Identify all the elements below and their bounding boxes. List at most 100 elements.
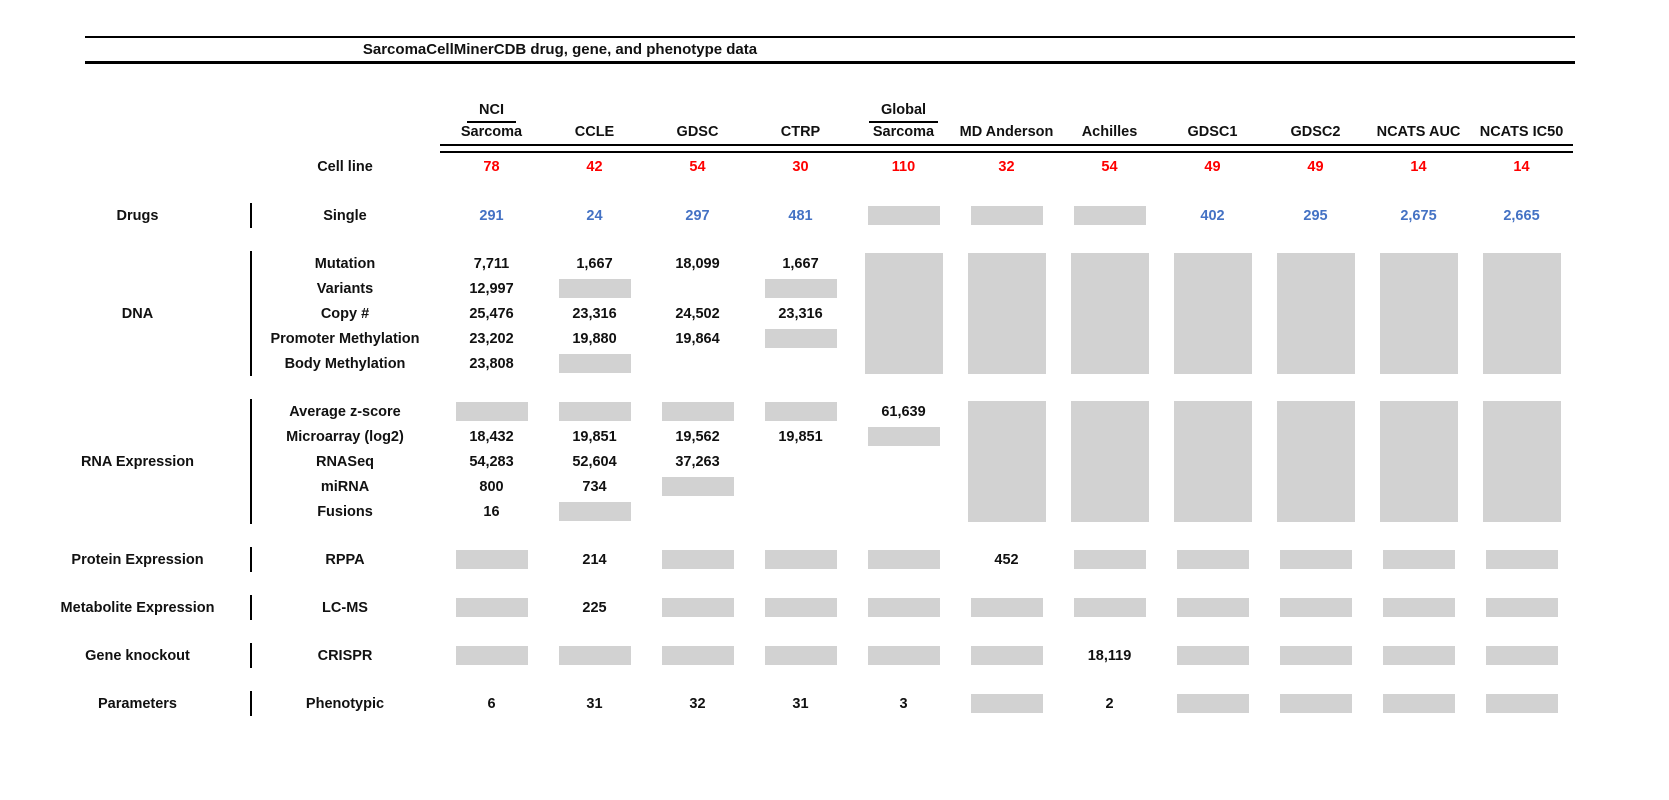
data-cell: [749, 326, 852, 351]
data-cell: [749, 643, 852, 668]
data-cell: 23,316: [572, 305, 617, 322]
no-data-box: [1485, 646, 1558, 665]
no-data-box: [970, 598, 1043, 617]
column-header-label: GDSC: [676, 124, 719, 141]
data-cell: [646, 351, 749, 376]
column-header-label: GDSC2: [1290, 124, 1341, 141]
no-data-block: [1379, 253, 1458, 374]
no-data-block: [1070, 253, 1149, 374]
data-cell: 19,851: [572, 428, 617, 445]
data-cell: [1264, 691, 1367, 716]
column-header-label: Sarcoma: [460, 124, 523, 141]
data-cell: [749, 276, 852, 301]
no-data-box: [661, 402, 734, 421]
no-data-block: [967, 401, 1046, 522]
cell-line-count: 32: [998, 159, 1015, 175]
data-cell: [749, 399, 852, 424]
cell-line-count: 78: [483, 159, 500, 175]
data-cell: [1264, 643, 1367, 668]
no-data-block: [864, 253, 943, 374]
no-data-block: [1379, 401, 1458, 522]
data-cell: 2,675: [1400, 207, 1437, 224]
no-data-box: [661, 598, 734, 617]
category-label-dna: DNA: [121, 305, 154, 322]
section-parameters: Parameters Phenotypic 6 31 32 31 3 2: [25, 691, 1573, 716]
data-cell: [440, 547, 543, 572]
data-cell: [646, 595, 749, 620]
no-data-box: [1382, 598, 1455, 617]
no-data-box: [455, 598, 528, 617]
no-data-box: [970, 694, 1043, 713]
data-cell: [749, 499, 852, 524]
data-cell: 297: [685, 207, 710, 224]
row-label-single: Single: [323, 207, 367, 224]
no-data-box: [661, 646, 734, 665]
no-data-box: [558, 279, 631, 298]
data-cell: 18,432: [469, 428, 514, 445]
no-data-box: [558, 354, 631, 373]
header-double-rule: [440, 144, 1573, 153]
data-cell: [1264, 547, 1367, 572]
category-divider: [250, 643, 252, 668]
cell-line-count: 54: [1101, 159, 1118, 175]
category-label-parameters: Parameters: [98, 695, 177, 712]
data-cell: 291: [479, 207, 504, 224]
column-header-ncats-auc: NCATS AUC: [1367, 96, 1470, 142]
data-cell: 23,808: [469, 355, 514, 372]
section-gene-knockout: Gene knockout CRISPR 18,119: [25, 643, 1573, 668]
section-protein-expression: Protein Expression RPPA 214 452: [25, 547, 1573, 572]
row-label-variants: Variants: [316, 280, 374, 297]
section-drugs: Drugs Single 291 24 297 481 402 295 2,675 2,665: [25, 203, 1573, 228]
column-header-label: NCATS AUC: [1376, 124, 1461, 141]
section-rna-expression: RNA Expression Average z-score 61,639 Micro…: [25, 399, 1573, 524]
no-data-box: [867, 206, 940, 225]
data-cell: [1367, 643, 1470, 668]
no-data-box: [1279, 694, 1352, 713]
row-label-lc-ms: LC-MS: [322, 599, 368, 616]
data-cell: [1367, 595, 1470, 620]
no-data-box: [1382, 694, 1455, 713]
row-label-fusions: Fusions: [317, 503, 373, 520]
data-cell: [1161, 691, 1264, 716]
cell-line-count: 49: [1307, 159, 1324, 175]
data-cell: [1470, 643, 1573, 668]
data-cell: [646, 474, 749, 499]
data-cell: 6: [487, 695, 496, 712]
category-divider: [250, 547, 252, 572]
data-cell: 19,880: [572, 330, 617, 347]
data-cell: 31: [586, 695, 603, 712]
no-data-box: [970, 206, 1043, 225]
no-data-box: [661, 550, 734, 569]
no-data-block: [1173, 401, 1252, 522]
category-label-gene-knockout: Gene knockout: [85, 647, 190, 664]
no-data-box: [1279, 646, 1352, 665]
data-cell: 452: [994, 551, 1019, 568]
data-availability-table: NCI Sarcoma CCLE GDSC CTRP Global Sarcoma MD An…: [25, 96, 1573, 716]
data-cell: [1367, 691, 1470, 716]
column-header-row: NCI Sarcoma CCLE GDSC CTRP Global Sarcoma MD An…: [25, 96, 1573, 180]
data-cell: [852, 424, 955, 449]
data-cell: 61,639: [881, 403, 926, 420]
no-data-block: [1276, 253, 1355, 374]
column-header-ctrp: CTRP: [749, 96, 852, 142]
data-cell: [1264, 595, 1367, 620]
data-cell: 24: [586, 207, 603, 224]
data-cell: [543, 399, 646, 424]
cell-line-count: 30: [792, 159, 809, 175]
data-cell: [852, 547, 955, 572]
data-cell: 800: [479, 478, 504, 495]
cell-line-row-label: Cell line: [317, 159, 373, 175]
no-data-box: [1176, 646, 1249, 665]
no-data-box: [1382, 646, 1455, 665]
data-cell: 31: [792, 695, 809, 712]
data-cell: [749, 449, 852, 474]
data-cell: 32: [689, 695, 706, 712]
data-cell: 734: [582, 478, 607, 495]
no-data-box: [1073, 206, 1146, 225]
data-cell: [749, 547, 852, 572]
data-cell: [1058, 547, 1161, 572]
data-cell: 19,851: [778, 428, 823, 445]
data-cell: 12,997: [469, 280, 514, 297]
category-divider: [250, 203, 252, 228]
